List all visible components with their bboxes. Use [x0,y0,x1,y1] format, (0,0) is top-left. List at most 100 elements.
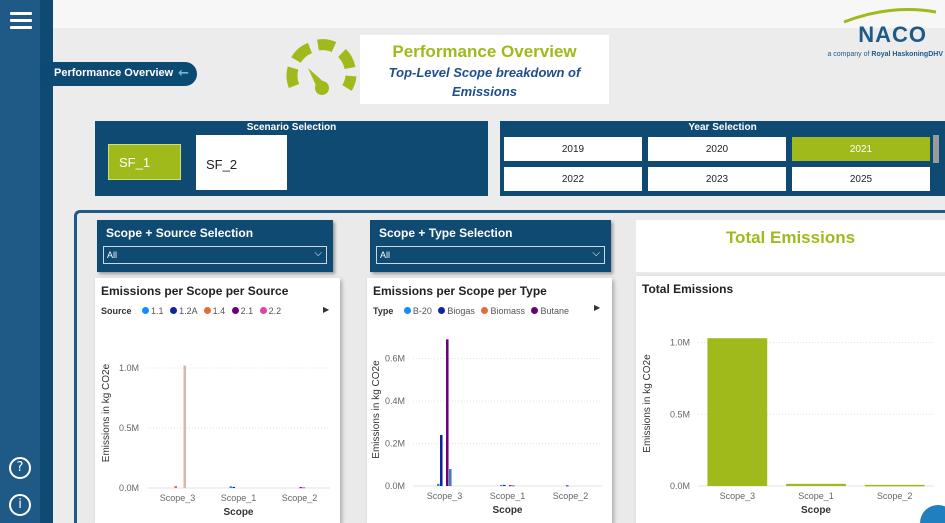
legend-item: 1.1 [151,306,164,316]
x-tick-label: Scope_2 [877,491,913,501]
page-subtitle-line1: Top-Level Scope breakdown of [388,65,581,80]
page-title-box: Performance Overview Top-Level Scope bre… [360,35,609,104]
back-arrow-icon[interactable]: ← [178,66,189,81]
rail-accent-strip [40,0,53,523]
bar [512,485,515,487]
x-tick-label: Scope_2 [282,493,318,503]
legend-swatch [403,307,411,314]
legend-next-arrow-icon[interactable]: ▶ [594,303,601,312]
bar [707,338,768,486]
scope-type-slicer: Scope + Type Selection All ⌵ [370,220,611,272]
y-tick-label: 0.0M [385,481,405,491]
bar [786,483,846,486]
logo-swoosh-icon [843,8,937,24]
legend-item: Biomass [490,306,525,316]
help-icon[interactable]: ? [9,457,31,479]
scope-source-dropdown[interactable]: All ⌵ [103,246,327,264]
scenario-selection-title: Scenario Selection [246,122,337,133]
y-tick-label: 0.0M [670,481,690,491]
y-axis-label: Emissions in kg CO2e [101,363,112,462]
company-logo: NACO a company of Royal HaskoningDHV [810,4,945,62]
x-tick-label: Scope_1 [798,491,834,501]
chart-title: Total Emissions [642,282,734,296]
legend-swatch [259,307,267,314]
legend-item: Butane [540,306,569,316]
bar [446,339,449,486]
bar [864,484,925,487]
chart-legend: Type B-20 Biogas Biomass Butane [373,306,569,316]
scope-type-dropdown-value: All [380,250,391,260]
chart-title: Emissions per Scope per Type [373,284,547,298]
scope-source-slicer-title: Scope + Source Selection [106,226,254,240]
chart-card-type[interactable]: Emissions per Scope per Type Type B-20 B… [367,278,612,523]
chart-legend: Source 1.1 1.2A 1.4 2.1 2.2 [101,306,281,316]
chart-card-total[interactable]: Total Emissions 0.0M 0.5M 1.0M Emissions in… [636,276,945,523]
nav-performance-overview[interactable]: Performance Overview ← [42,62,197,86]
legend-title: Source [101,306,132,316]
info-icon[interactable]: i [9,494,31,516]
year-selection-title: Year Selection [688,122,757,133]
legend-item: 1.2A [179,306,198,316]
year-2022-button[interactable]: 2022 [504,167,642,191]
x-axis-label: Scope [801,505,831,516]
logo-text: NACO [858,22,927,47]
scenario-sf2-button[interactable]: SF_2 [196,135,287,190]
chart-title: Emissions per Scope per Source [101,284,289,298]
x-tick-label: Scope_3 [427,491,463,501]
page-subtitle-line2: Emissions [451,84,518,99]
chart-card-source[interactable]: Emissions per Scope per Source Source 1.… [95,278,340,523]
legend-swatch [481,307,489,314]
scope-type-slicer-title: Scope + Type Selection [379,226,513,240]
y-tick-label: 1.0M [119,363,139,373]
legend-swatch [170,307,178,314]
y-tick-label: 0.4M [385,396,405,406]
y-tick-label: 0.5M [670,409,690,419]
scenario-sf1-button[interactable]: SF_1 [108,144,181,180]
bar [566,485,569,487]
x-axis-label: Scope [223,507,253,518]
legend-next-arrow-icon[interactable]: ▶ [323,305,330,314]
top-band [53,0,945,28]
bar [229,486,233,488]
page-title: Performance Overview [392,42,577,61]
nav-label: Performance Overview [54,67,174,79]
year-2021-button[interactable]: 2021 [792,137,930,161]
y-axis-label: Emissions in kg CO2e [642,354,653,453]
legend-item: Biogas [447,306,475,316]
legend-item: 1.4 [212,306,226,316]
scope-source-dropdown-value: All [107,250,118,260]
legend-swatch [142,307,150,314]
source-chart-svg: 0.0M 0.5M 1.0M Emissions in kg CO2e Scope_3 S… [101,363,330,518]
y-tick-label: 1.0M [670,338,690,348]
y-tick-label: 0.0M [119,483,139,493]
legend-swatch [231,307,239,314]
bar [174,486,178,488]
x-tick-label: Scope_1 [490,491,526,501]
year-2019-button[interactable]: 2019 [504,137,642,161]
legend-swatch [438,307,446,314]
scope-type-dropdown[interactable]: All ⌵ [376,246,605,264]
x-tick-label: Scope_3 [160,493,196,503]
year-2023-button[interactable]: 2023 [648,167,786,191]
y-tick-label: 0.6M [385,354,405,364]
legend-swatch [531,307,539,314]
bar [440,435,443,486]
scope-source-slicer: Scope + Source Selection All ⌵ [97,220,333,272]
bar [183,365,187,488]
chevron-down-icon: ⌵ [592,248,600,259]
x-tick-label: Scope_3 [720,491,756,501]
bar [500,484,503,486]
legend-item: B-20 [412,306,432,316]
chevron-down-icon: ⌵ [314,248,322,259]
year-2025-button[interactable]: 2025 [792,167,930,191]
corner-action-button[interactable] [920,505,945,523]
hamburger-menu-icon[interactable] [10,12,32,30]
total-emissions-header: Total Emissions [636,220,945,272]
year-2020-button[interactable]: 2020 [648,137,786,161]
bar [509,485,512,487]
x-tick-label: Scope_1 [221,493,257,503]
year-scrollbar[interactable] [933,135,939,163]
bar [302,487,306,489]
legend-item: 2.1 [240,306,254,316]
